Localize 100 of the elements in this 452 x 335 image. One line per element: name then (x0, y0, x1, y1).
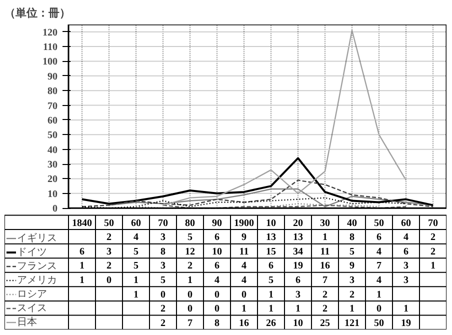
data-label: 3 (404, 275, 408, 286)
data-label: 1 (188, 275, 192, 286)
data-label: 0 (242, 289, 246, 300)
data-label: 4 (214, 275, 220, 286)
data-label: 0 (214, 304, 220, 315)
data-label: 121 (344, 318, 360, 329)
legend-label: ドイツ (17, 246, 47, 259)
data-label: 10 (212, 246, 222, 258)
x-tick-label: 60 (401, 218, 411, 229)
data-label: 34 (293, 246, 303, 258)
data-label: 3 (350, 275, 354, 286)
data-label: 1 (430, 260, 436, 272)
data-label: 6 (376, 232, 382, 244)
data-label: 2 (350, 289, 354, 300)
data-label: 1 (134, 289, 138, 300)
data-label: 6 (404, 246, 408, 258)
data-label: 3 (296, 289, 300, 300)
chart-title: （単位：冊） (4, 6, 70, 20)
y-tick-label: 100 (42, 56, 58, 68)
legend-label: フランス (17, 260, 57, 273)
data-label: 9 (242, 232, 246, 244)
legend-label: 日本 (17, 316, 37, 329)
data-label: 1 (350, 304, 354, 315)
data-label: 4 (242, 275, 246, 286)
y-tick-label: 80 (48, 86, 58, 98)
data-label: 9 (350, 260, 354, 272)
data-label: 1 (296, 304, 300, 315)
data-label: 2 (188, 260, 192, 272)
y-tick-label: 110 (43, 42, 58, 54)
x-tick-label: 50 (104, 218, 114, 229)
data-label: 50 (374, 318, 384, 329)
data-label: 6 (214, 260, 220, 272)
data-label: 7 (376, 260, 382, 272)
data-label: 5 (350, 246, 354, 258)
data-label: 2 (430, 246, 436, 258)
x-tick-label: 70 (158, 218, 168, 229)
data-label: 3 (404, 260, 408, 272)
data-label: 1 (134, 275, 138, 286)
y-tick-label: 70 (48, 100, 58, 112)
data-label: 2 (322, 304, 328, 315)
x-tick-label: 10 (266, 218, 276, 229)
data-label: 10 (293, 318, 303, 329)
data-label: 5 (134, 260, 138, 272)
legend-label: アメリカ (17, 274, 57, 287)
data-label: 11 (239, 246, 249, 258)
data-label: 6 (296, 275, 300, 286)
x-tick-label: 80 (185, 218, 195, 229)
data-label: 1 (80, 275, 84, 286)
data-label: 0 (188, 289, 192, 300)
data-label: 5 (134, 246, 138, 258)
data-label: 3 (160, 260, 166, 272)
x-tick-label: 30 (320, 218, 330, 229)
y-tick-label: 0 (52, 204, 58, 215)
y-tick-label: 40 (48, 144, 58, 156)
data-label: 8 (350, 232, 354, 244)
data-label: 15 (266, 246, 276, 258)
data-label: 8 (214, 318, 220, 329)
data-label: 19 (293, 260, 303, 272)
data-label: 5 (188, 232, 192, 244)
data-label: 6 (80, 246, 84, 258)
data-label: 13 (266, 232, 276, 244)
data-label: 6 (214, 232, 220, 244)
data-label: 2 (160, 318, 166, 329)
data-label: 1 (268, 304, 274, 315)
data-label: 5 (268, 275, 274, 286)
legend-label: スイス (17, 302, 47, 315)
data-label: 0 (214, 289, 220, 300)
x-tick-label: 20 (293, 218, 303, 229)
data-label: 8 (160, 246, 166, 258)
data-label: 0 (160, 289, 166, 300)
data-label: 12 (185, 246, 195, 258)
data-label: 0 (188, 304, 192, 315)
legend-label: ロシア (17, 288, 47, 301)
data-label: 1 (268, 289, 274, 300)
data-label: 3 (160, 232, 166, 244)
x-tick-label: 70 (428, 218, 438, 229)
data-label: 4 (242, 260, 246, 272)
data-label: 7 (188, 318, 192, 329)
y-tick-label: 120 (42, 27, 58, 38)
y-tick-label: 30 (48, 160, 58, 171)
y-tick-label: 10 (48, 188, 58, 200)
x-tick-label: 1900 (234, 218, 254, 229)
data-label: 11 (320, 246, 330, 258)
data-label: 1 (404, 304, 408, 315)
x-tick-label: 1840 (72, 218, 92, 229)
x-tick-label: 40 (347, 218, 357, 229)
data-label: 1 (376, 289, 382, 300)
data-label: 4 (134, 232, 138, 244)
data-label: 1 (322, 232, 328, 244)
data-label: 16 (320, 260, 330, 272)
y-tick-label: 90 (48, 71, 58, 82)
y-tick-label: 50 (48, 130, 58, 142)
legend-label: イギリス (17, 232, 57, 245)
data-label: 4 (376, 246, 382, 258)
data-label: 25 (320, 318, 330, 329)
data-label: 2 (160, 304, 166, 315)
x-tick-label: 90 (212, 218, 222, 229)
data-label: 2 (322, 289, 328, 300)
data-label: 1 (242, 304, 246, 315)
data-label: 0 (376, 304, 382, 315)
